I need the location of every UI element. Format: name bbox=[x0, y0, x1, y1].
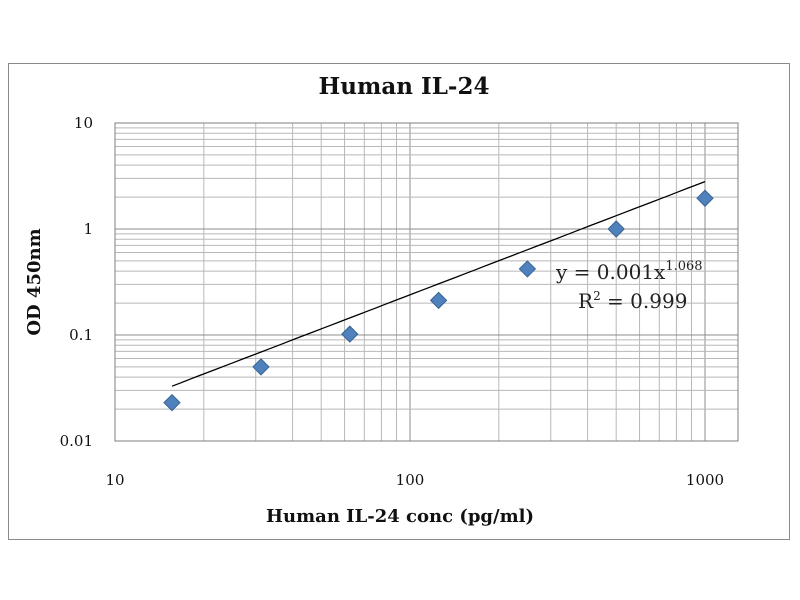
data-point bbox=[252, 358, 270, 376]
data-points bbox=[163, 189, 714, 412]
y-tick-label: 0.01 bbox=[60, 432, 93, 450]
y-tick-label: 1 bbox=[83, 220, 93, 238]
trendline-equation-base: y = 0.001x bbox=[555, 260, 666, 284]
data-point bbox=[607, 220, 625, 238]
trendline-path bbox=[171, 180, 706, 387]
r-squared-prefix: R bbox=[578, 289, 594, 313]
y-axis-label: OD 450nm bbox=[24, 228, 45, 335]
x-tick-label: 1000 bbox=[686, 471, 724, 489]
r-squared-value: = 0.999 bbox=[601, 289, 688, 313]
chart-title: Human IL-24 bbox=[319, 73, 490, 100]
trendline bbox=[171, 180, 706, 387]
r-squared-superscript: 2 bbox=[593, 289, 601, 303]
x-tick-label: 100 bbox=[396, 471, 425, 489]
trendline-equation-exponent: 1.068 bbox=[665, 259, 702, 274]
x-axis-label: Human IL-24 conc (pg/ml) bbox=[266, 506, 534, 527]
data-point bbox=[696, 189, 714, 207]
trendline-equation: y = 0.001x1.068 bbox=[555, 259, 703, 284]
data-point bbox=[429, 291, 448, 310]
trendline-r-squared: R2 = 0.999 bbox=[578, 289, 687, 313]
y-tick-label: 0.1 bbox=[69, 326, 93, 344]
y-tick-label: 10 bbox=[74, 114, 93, 132]
data-point bbox=[163, 393, 181, 412]
data-point bbox=[518, 260, 537, 278]
tick-labels: 10 100 1000 10 1 0.1 0.01 bbox=[60, 114, 725, 489]
plot-area-border bbox=[114, 122, 739, 442]
x-tick-label: 10 bbox=[105, 471, 124, 489]
data-point bbox=[341, 325, 359, 343]
